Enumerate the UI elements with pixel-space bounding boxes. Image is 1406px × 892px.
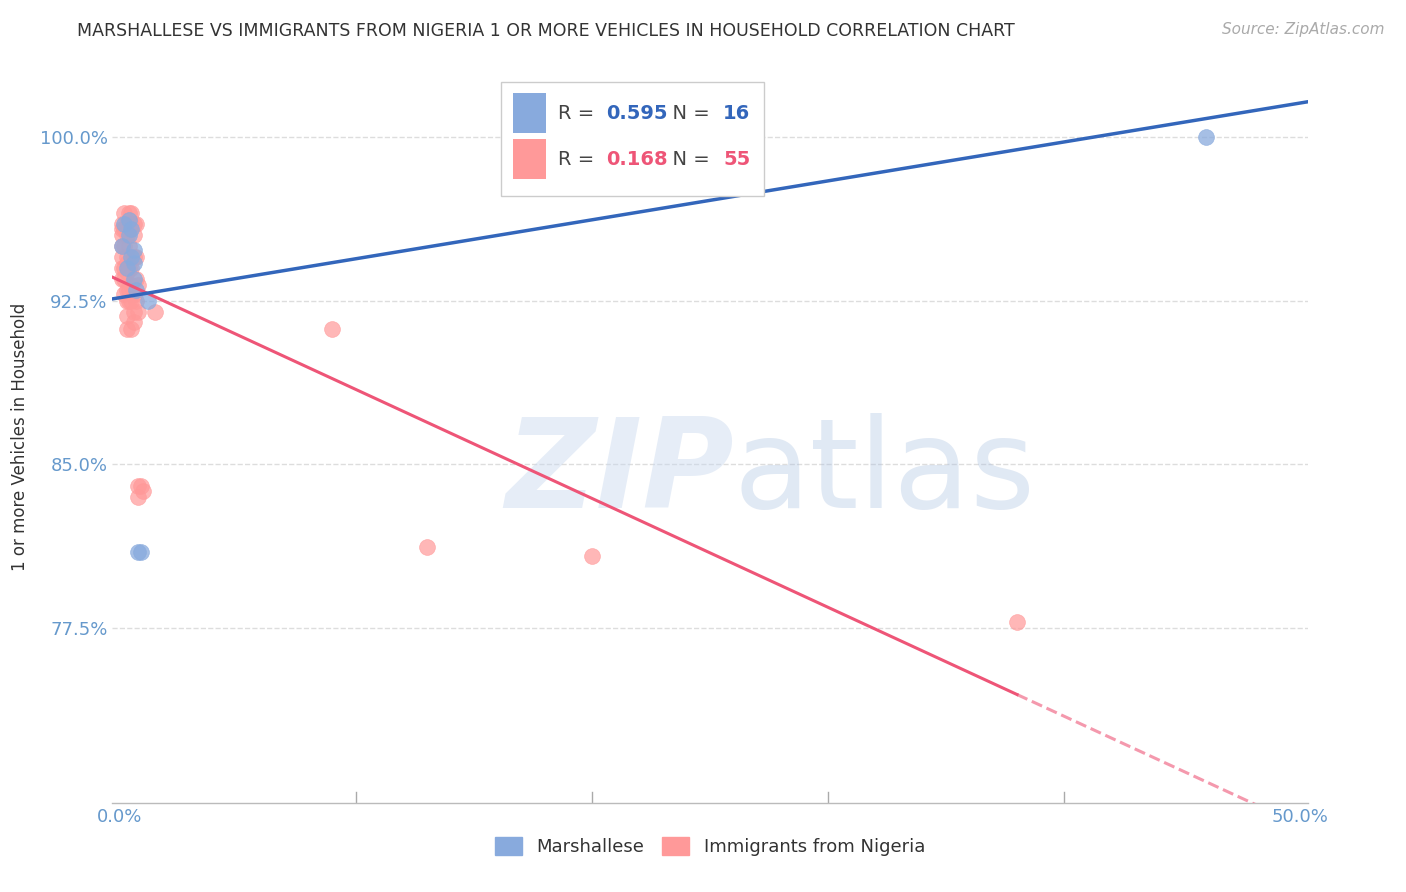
Point [118, 293, 141, 308]
Point [122, 287, 145, 301]
Point [136, 293, 159, 308]
Point [125, 293, 148, 308]
Point [143, 304, 166, 318]
Point [120, 217, 142, 231]
Point [111, 272, 134, 286]
Text: 55: 55 [723, 150, 751, 169]
Point [115, 228, 138, 243]
Text: 0.168: 0.168 [606, 150, 668, 169]
Point [115, 322, 138, 336]
Point [111, 260, 134, 275]
Point [1195, 129, 1218, 144]
Text: N =: N = [659, 150, 716, 169]
Point [111, 239, 134, 253]
Point [120, 206, 142, 220]
Point [111, 239, 134, 253]
Text: ZIP: ZIP [505, 413, 734, 534]
Point [112, 260, 135, 275]
Point [115, 260, 138, 275]
Point [118, 206, 141, 220]
Point [115, 283, 138, 297]
Point [118, 239, 141, 253]
Point [132, 483, 155, 498]
Point [120, 250, 142, 264]
Text: N =: N = [659, 103, 716, 122]
Point [111, 217, 134, 231]
Point [120, 260, 142, 275]
Text: 16: 16 [723, 103, 751, 122]
Text: Source: ZipAtlas.com: Source: ZipAtlas.com [1222, 22, 1385, 37]
Point [115, 265, 138, 279]
Point [127, 479, 149, 493]
Text: R =: R = [558, 150, 600, 169]
Point [127, 545, 149, 559]
FancyBboxPatch shape [513, 93, 547, 133]
Point [1005, 615, 1028, 629]
Point [112, 287, 135, 301]
Point [120, 278, 142, 293]
Y-axis label: 1 or more Vehicles in Household: 1 or more Vehicles in Household [10, 303, 28, 571]
Point [115, 217, 138, 231]
Point [111, 228, 134, 243]
FancyBboxPatch shape [513, 139, 547, 179]
Point [115, 293, 138, 308]
Point [118, 283, 141, 297]
Point [125, 217, 148, 231]
Point [127, 304, 149, 318]
Point [122, 304, 145, 318]
Point [118, 260, 141, 275]
Point [120, 293, 142, 308]
Point [112, 206, 135, 220]
Point [118, 221, 141, 235]
Point [122, 244, 145, 258]
Point [115, 309, 138, 323]
Point [122, 250, 145, 264]
Point [675, 152, 697, 166]
Point [581, 549, 603, 563]
Point [120, 221, 142, 235]
Point [122, 256, 145, 270]
Point [122, 228, 145, 243]
Legend: Marshallese, Immigrants from Nigeria: Marshallese, Immigrants from Nigeria [488, 830, 932, 863]
Point [122, 217, 145, 231]
Point [321, 322, 343, 336]
Point [127, 490, 149, 504]
Point [115, 250, 138, 264]
FancyBboxPatch shape [501, 82, 763, 195]
Point [415, 541, 437, 555]
Text: MARSHALLESE VS IMMIGRANTS FROM NIGERIA 1 OR MORE VEHICLES IN HOUSEHOLD CORRELATI: MARSHALLESE VS IMMIGRANTS FROM NIGERIA 1… [77, 22, 1015, 40]
Point [125, 283, 148, 297]
Point [112, 217, 135, 231]
Point [129, 479, 152, 493]
Point [111, 250, 134, 264]
Point [125, 272, 148, 286]
Point [118, 228, 141, 243]
Point [122, 272, 145, 286]
Text: 0.595: 0.595 [606, 103, 668, 122]
Point [129, 545, 152, 559]
Point [112, 272, 135, 286]
Text: R =: R = [558, 103, 600, 122]
Point [118, 212, 141, 227]
Text: atlas: atlas [734, 413, 1036, 534]
Point [122, 315, 145, 329]
Point [127, 278, 149, 293]
Point [125, 250, 148, 264]
Point [111, 221, 134, 235]
Point [115, 256, 138, 270]
Point [120, 322, 142, 336]
Point [112, 221, 135, 235]
Point [112, 239, 135, 253]
